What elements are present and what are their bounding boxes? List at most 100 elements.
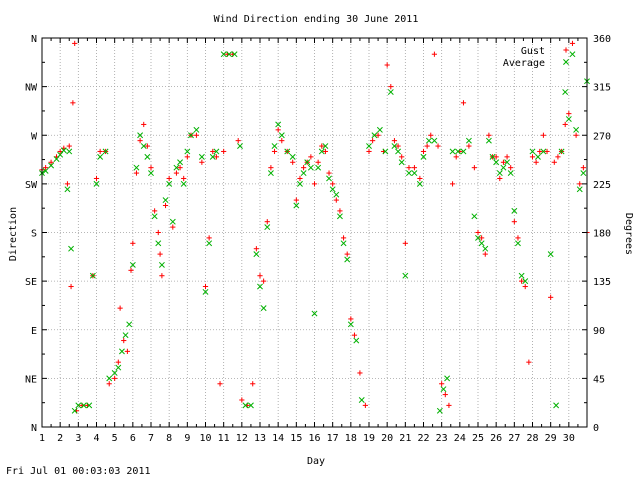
y-tick-label-left: NW <box>25 83 38 94</box>
average-point <box>482 245 489 252</box>
legend-marker-gust <box>563 47 569 53</box>
x-axis-label: Day <box>307 456 325 467</box>
x-tick-label: 9 <box>184 433 190 444</box>
average-point <box>485 137 492 144</box>
average-point <box>471 213 478 220</box>
y-tick-label-right: 360 <box>593 34 611 45</box>
gust-point <box>471 165 477 171</box>
gust-point <box>362 402 368 408</box>
average-point <box>122 332 129 339</box>
average-point <box>162 197 169 204</box>
gust-point <box>253 246 259 252</box>
average-point <box>333 191 340 198</box>
average-point <box>97 153 104 160</box>
y-tick-label-right: 180 <box>593 229 611 240</box>
x-tick-label: 14 <box>272 433 284 444</box>
gust-point <box>348 316 354 322</box>
average-point <box>177 159 184 166</box>
gust-point <box>177 165 183 171</box>
gust-point <box>460 100 467 106</box>
legend-marker-average <box>563 59 569 65</box>
gust-point <box>66 143 72 149</box>
average-point <box>140 143 147 150</box>
average-point <box>80 402 87 409</box>
gust-point <box>322 148 328 155</box>
average-point <box>42 167 49 174</box>
average-point <box>553 402 560 409</box>
y-tick-label-left: NE <box>25 374 37 385</box>
average-point <box>115 364 122 371</box>
gust-point <box>137 138 143 144</box>
gust-point <box>420 148 427 155</box>
gust-point <box>388 84 394 90</box>
average-point <box>71 407 78 414</box>
x-tick-label: 2 <box>57 433 63 444</box>
average-point <box>126 321 133 328</box>
gust-point <box>97 148 103 155</box>
gust-point <box>193 132 200 138</box>
average-point <box>475 234 481 241</box>
average-point <box>231 51 238 58</box>
gust-point <box>551 159 557 165</box>
gust-point <box>130 240 136 246</box>
gust-point <box>144 143 150 149</box>
gust-point <box>537 148 543 155</box>
gust-point <box>264 219 270 225</box>
average-point <box>144 153 151 160</box>
x-tick-label: 10 <box>199 433 211 444</box>
average-point <box>151 213 158 220</box>
gust-point <box>573 132 579 138</box>
x-tick-label: 13 <box>254 433 266 444</box>
gust-point <box>431 51 437 57</box>
gust-point <box>297 175 303 182</box>
average-point <box>411 170 418 177</box>
y-tick-label-right: 0 <box>593 423 599 434</box>
average-point <box>500 164 507 171</box>
gust-point <box>395 143 401 149</box>
average-point <box>534 153 541 160</box>
x-tick-label: 27 <box>508 433 520 444</box>
average-point <box>440 386 447 393</box>
gust-point <box>170 224 176 230</box>
y-tick-label-left: N <box>31 423 37 434</box>
y-tick-label-left: N <box>31 34 37 45</box>
grid <box>42 38 587 427</box>
average-point <box>402 272 409 279</box>
gust-point <box>330 181 336 187</box>
x-tick-label: 5 <box>112 433 118 444</box>
y-axis-label-right: Degrees <box>623 213 634 255</box>
average-point <box>340 240 347 247</box>
gust-point <box>340 235 347 241</box>
average-point <box>275 121 282 128</box>
average-point <box>284 148 291 155</box>
average-point <box>311 310 318 317</box>
gust-point <box>375 132 381 138</box>
gust-point <box>72 40 78 47</box>
average-point <box>558 148 565 155</box>
average-point <box>493 159 500 166</box>
average-point <box>111 370 118 376</box>
gust-point <box>275 127 281 133</box>
gust-point <box>261 278 267 284</box>
gust-point <box>235 138 241 144</box>
gust-point <box>402 240 408 246</box>
average-point <box>289 153 296 160</box>
average-point <box>169 218 176 225</box>
gust-point <box>64 181 71 187</box>
gust-point <box>548 294 554 300</box>
average-point <box>353 337 360 344</box>
average-point <box>129 261 136 268</box>
gust-point <box>155 229 161 236</box>
average-point <box>66 148 73 155</box>
average-point <box>455 148 461 155</box>
average-point <box>382 148 389 155</box>
x-tick-label: 28 <box>526 433 538 444</box>
gust-point <box>308 154 314 160</box>
x-tick-label: 6 <box>130 433 136 444</box>
gust-point <box>181 175 187 182</box>
gust-point <box>210 148 216 155</box>
average-point <box>391 143 398 150</box>
gust-point <box>566 111 572 117</box>
